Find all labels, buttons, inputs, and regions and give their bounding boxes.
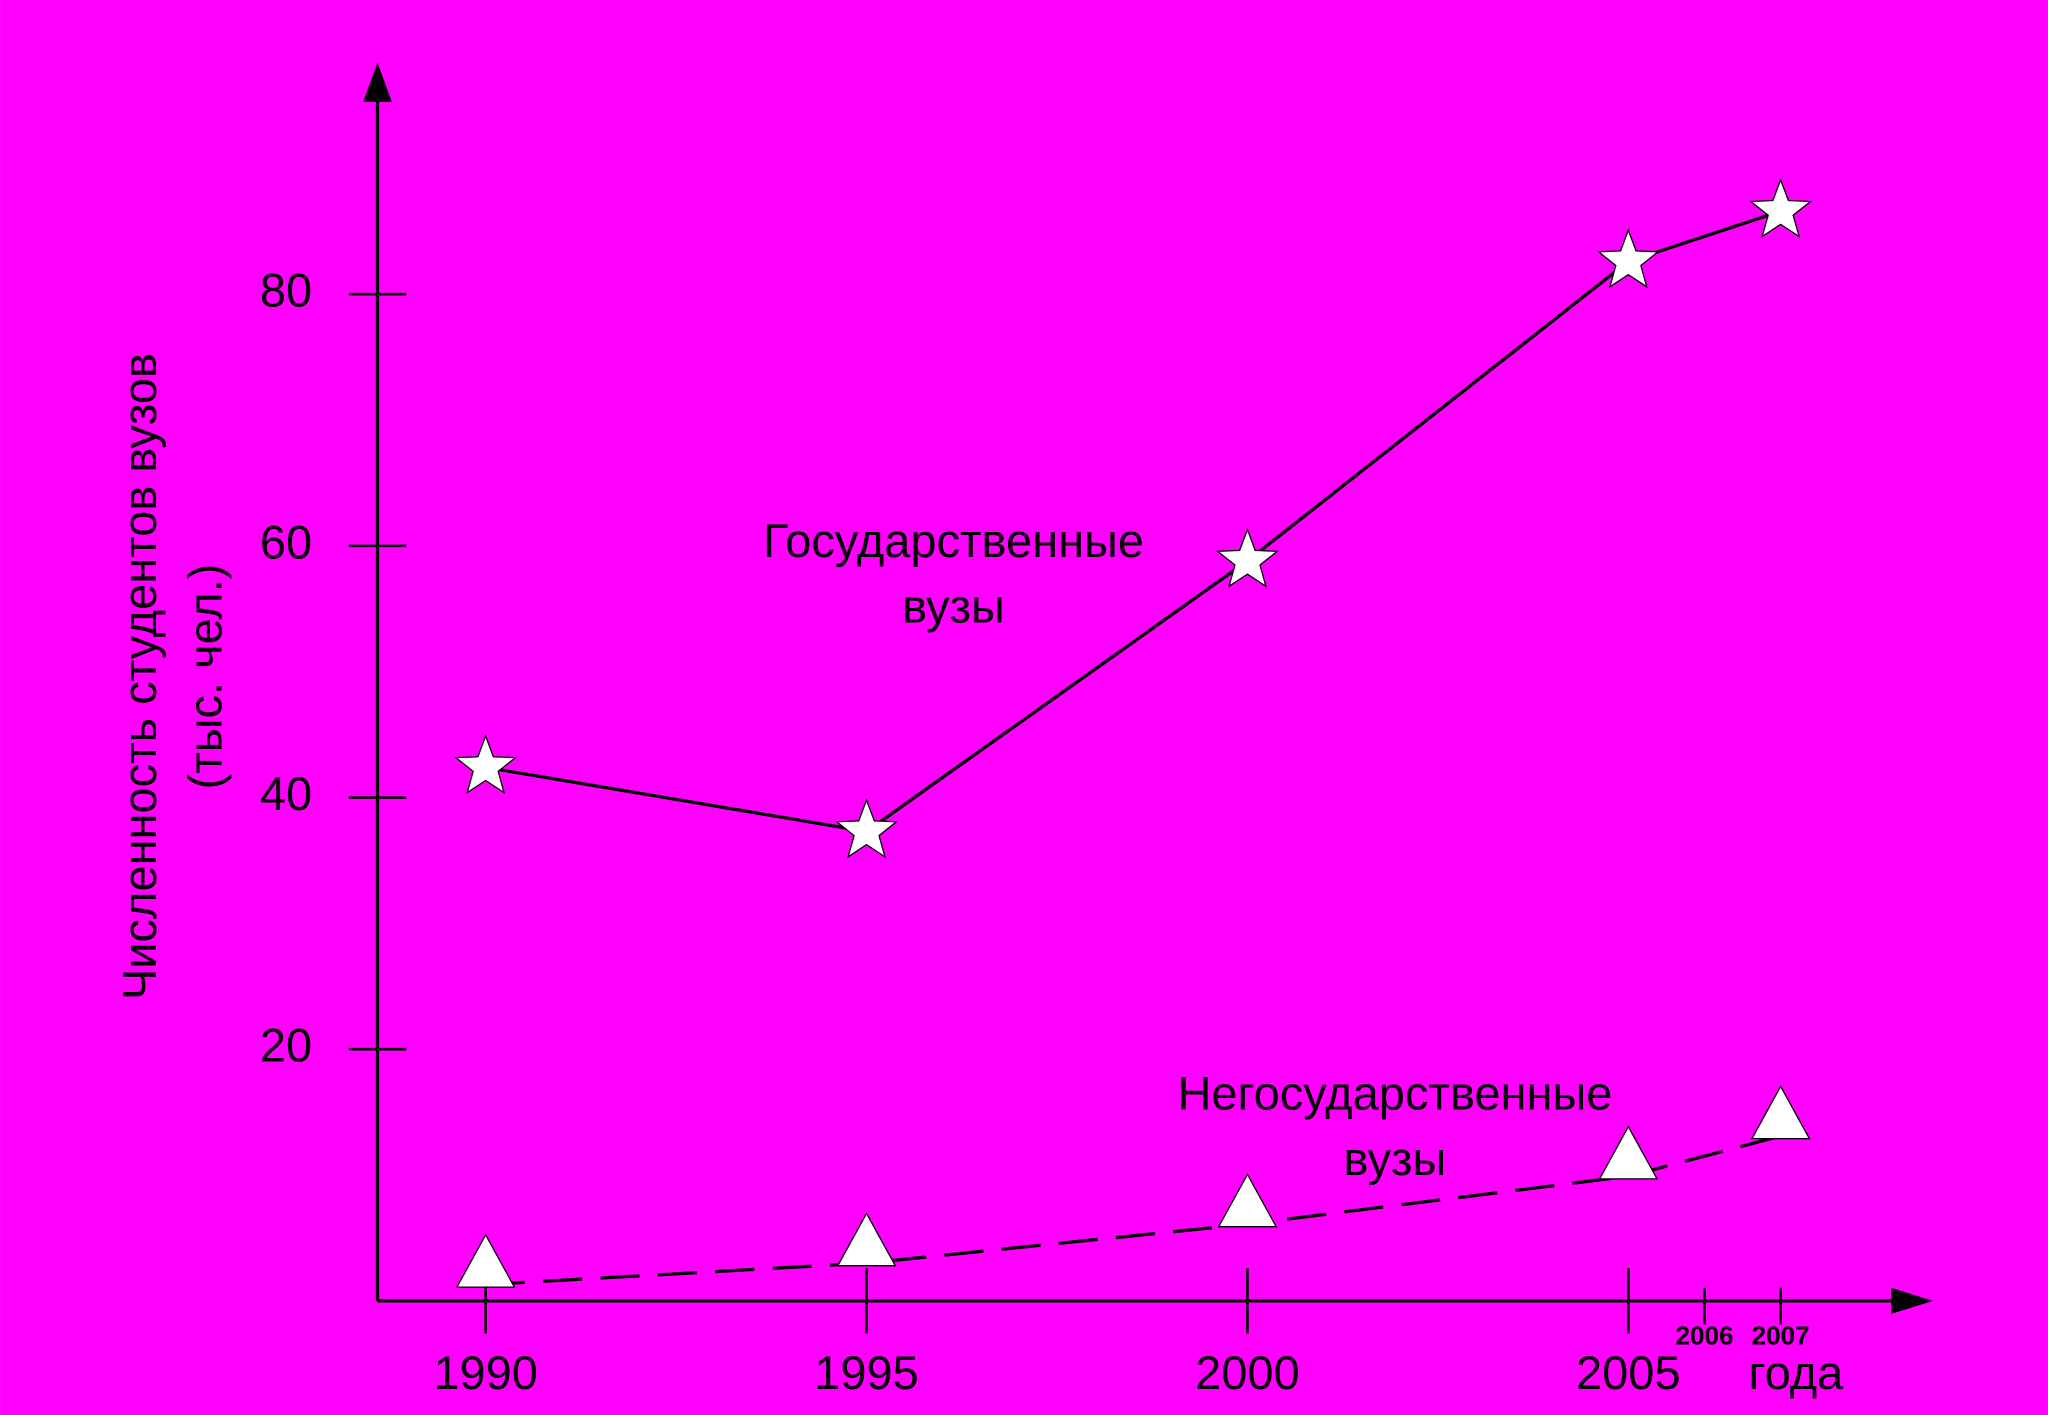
triangle-marker — [1217, 1173, 1278, 1228]
y-axis-arrow — [363, 62, 392, 102]
y-tick-label: 80 — [260, 264, 312, 317]
triangle-marker — [1750, 1085, 1811, 1140]
x-tick-label: 2000 — [1195, 1346, 1300, 1399]
y-axis-label: (тыс. чел.) — [178, 564, 231, 790]
x-tick-label: 2005 — [1576, 1346, 1681, 1399]
y-axis-label: Численность студентов вузов — [113, 353, 166, 1000]
x-axis-arrow — [1891, 1287, 1934, 1314]
series-label: Государственные — [763, 514, 1144, 567]
triangle-marker — [836, 1212, 897, 1267]
triangle-marker — [455, 1233, 516, 1288]
x-tick-label: 1995 — [814, 1346, 919, 1399]
x-tick-label: 2006 — [1675, 1320, 1733, 1350]
star-marker — [1215, 527, 1280, 588]
triangle-marker — [1598, 1125, 1659, 1180]
series-label: Негосударственные — [1177, 1067, 1612, 1120]
star-marker — [454, 734, 518, 795]
series-label: вузы — [902, 579, 1005, 632]
y-tick-label: 20 — [260, 1019, 312, 1072]
x-tick-label: 1990 — [433, 1346, 538, 1399]
y-tick-label: 40 — [260, 767, 312, 820]
star-marker — [1596, 228, 1660, 289]
series-label: вузы — [1344, 1132, 1447, 1185]
star-marker — [834, 798, 899, 859]
x-axis-label: года — [1748, 1346, 1844, 1399]
x-tick-label: 2007 — [1752, 1320, 1810, 1350]
star-marker — [1749, 177, 1813, 239]
y-tick-label: 60 — [260, 515, 312, 568]
